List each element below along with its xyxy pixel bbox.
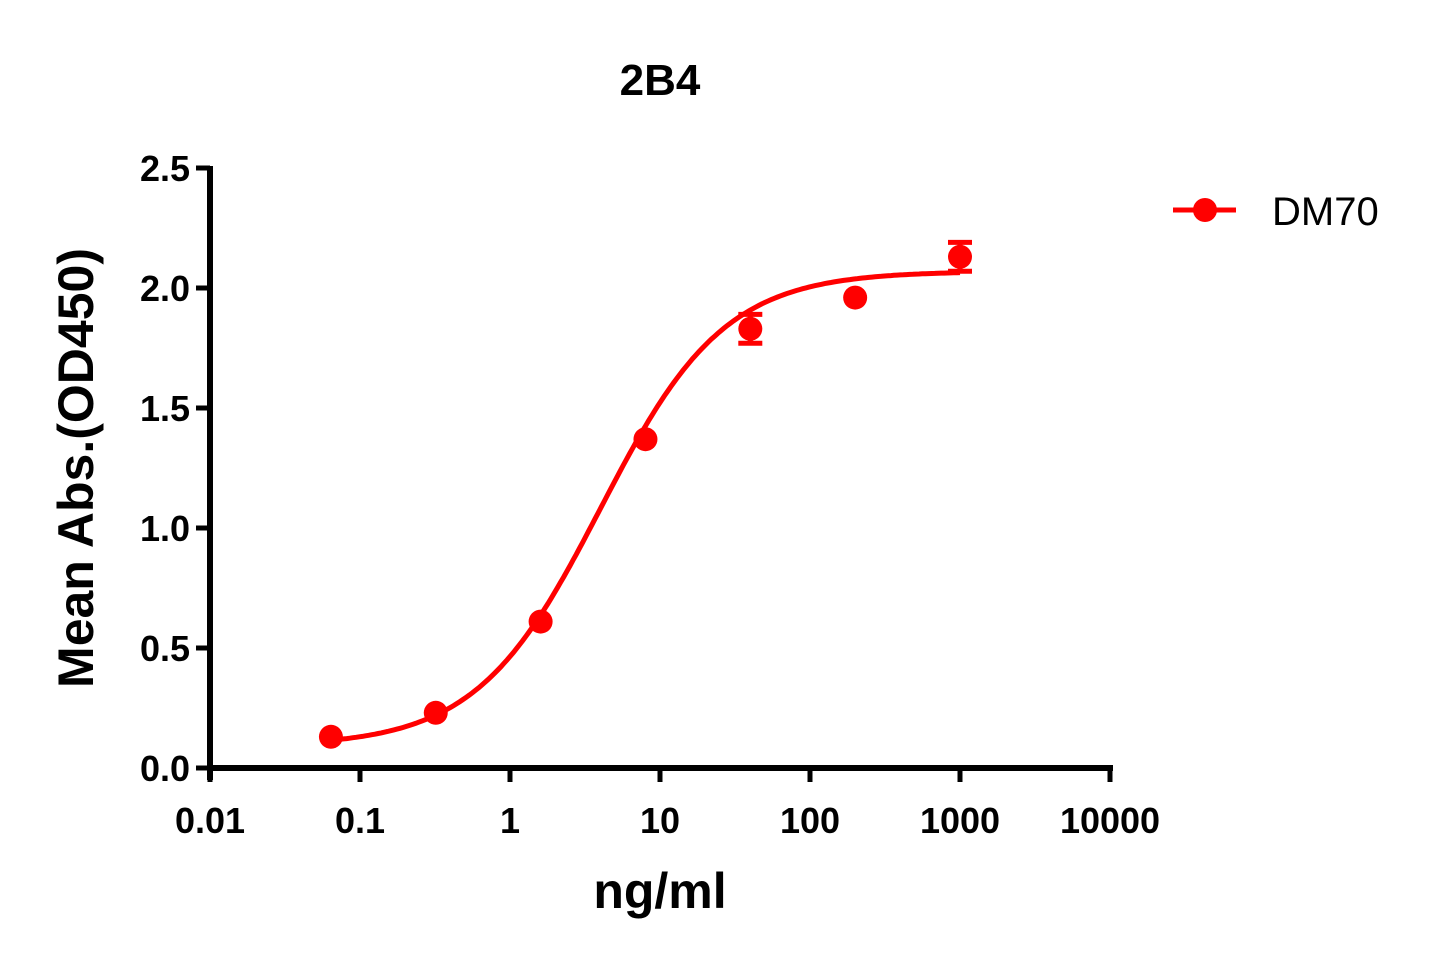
x-tick-label: 10000 [1060, 800, 1160, 841]
data-point [318, 724, 343, 749]
legend-marker-icon [1193, 198, 1217, 222]
data-point [738, 316, 763, 341]
x-tick-label: 10 [640, 800, 680, 841]
y-tick-label: 2.0 [140, 268, 190, 309]
data-point [423, 700, 448, 725]
fit-curve [330, 270, 961, 743]
x-axis: 0.01 0.1 1 10 100 1000 10000 [175, 765, 1160, 841]
y-tick-label: 1.0 [140, 508, 190, 549]
x-tick-label: 0.1 [335, 800, 385, 841]
legend-label: DM70 [1272, 190, 1379, 234]
plot-area [318, 239, 972, 749]
y-axis: 0.0 0.5 1.0 1.5 2.0 2.5 [140, 148, 213, 789]
x-tick-label: 100 [780, 800, 840, 841]
x-tick-label: 0.01 [175, 800, 245, 841]
data-point [528, 609, 553, 634]
y-axis-label: Mean Abs.(OD450) [48, 248, 104, 688]
y-tick-label: 0.5 [140, 628, 190, 669]
data-point [948, 244, 972, 269]
y-tick-label: 2.5 [140, 148, 190, 189]
x-tick-label: 1 [500, 800, 520, 841]
data-point [633, 427, 658, 452]
x-axis-label: ng/ml [593, 863, 726, 919]
data-point [843, 285, 868, 310]
chart-title: 2B4 [620, 56, 701, 105]
y-tick-label: 0.0 [140, 748, 190, 789]
legend: DM70 [1173, 190, 1379, 234]
x-tick-label: 1000 [920, 800, 1000, 841]
y-tick-label: 1.5 [140, 388, 190, 429]
